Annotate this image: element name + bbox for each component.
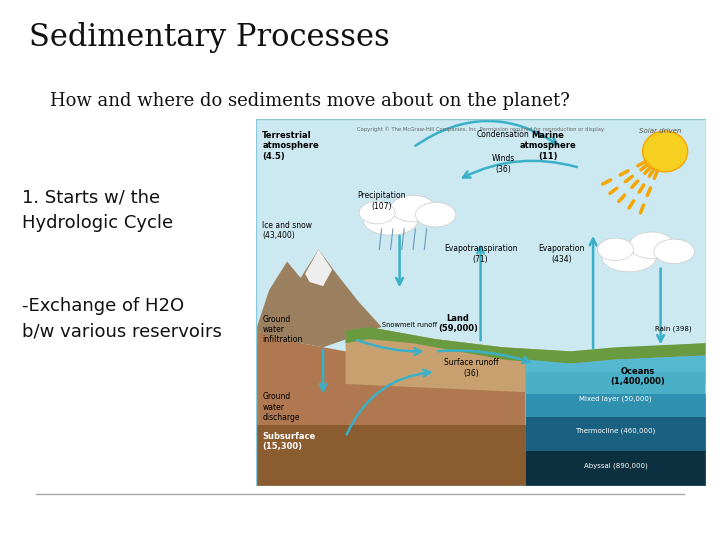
Polygon shape [526,355,706,372]
Text: Evaporation
(434): Evaporation (434) [539,244,585,264]
Polygon shape [346,327,706,392]
Text: Abyssal (890,000): Abyssal (890,000) [584,463,647,469]
Text: Ground
water
discharge: Ground water discharge [262,392,300,422]
Bar [526,417,706,451]
Text: Evapotranspiration
(71): Evapotranspiration (71) [444,244,518,264]
Text: Ground
water
infiltration: Ground water infiltration [262,315,302,345]
Bar [526,394,706,417]
Text: Winds
(36): Winds (36) [492,154,515,174]
Ellipse shape [364,206,418,235]
Text: Marine
atmosphere
(11): Marine atmosphere (11) [520,131,577,161]
Text: Oceans
(1,400,000): Oceans (1,400,000) [611,367,665,386]
Text: Rain (398): Rain (398) [655,326,692,333]
Bar [256,425,526,486]
Ellipse shape [391,195,436,222]
Text: How and where do sediments move about on the planet?: How and where do sediments move about on… [50,92,570,110]
Text: Solar driven: Solar driven [639,128,682,134]
Text: Thermocline (460,000): Thermocline (460,000) [575,428,656,435]
Ellipse shape [602,243,656,272]
Text: Land
(59,000): Land (59,000) [438,314,478,333]
Polygon shape [526,355,706,486]
Text: Condensation: Condensation [477,130,529,139]
Ellipse shape [629,232,674,259]
Ellipse shape [598,238,634,261]
Text: Copyright © The McGraw-Hill Companies, Inc. Permission required for reproduction: Copyright © The McGraw-Hill Companies, I… [356,126,605,132]
Text: Terrestrial
atmosphere
(4.5): Terrestrial atmosphere (4.5) [262,131,319,161]
Text: Subsurface
(15,300): Subsurface (15,300) [262,432,315,451]
Text: Snowmelt runoff: Snowmelt runoff [382,322,437,328]
Polygon shape [256,249,382,347]
Text: -Exchange of H2O
b/w various reservoirs: -Exchange of H2O b/w various reservoirs [22,297,222,340]
Text: Ice and snow
(43,400): Ice and snow (43,400) [262,221,312,240]
Ellipse shape [359,201,395,224]
Bar [256,119,706,355]
Ellipse shape [654,239,694,264]
Text: Mixed layer (50,000): Mixed layer (50,000) [580,395,652,402]
Ellipse shape [415,202,456,227]
Bar [526,451,706,486]
Ellipse shape [643,131,688,172]
Polygon shape [256,331,526,486]
Polygon shape [346,327,706,363]
Polygon shape [305,249,332,286]
Text: Precipitation
(107): Precipitation (107) [357,191,406,211]
Text: Surface runoff
(36): Surface runoff (36) [444,359,499,378]
Text: 1. Starts w/ the
Hydrologic Cycle: 1. Starts w/ the Hydrologic Cycle [22,189,173,232]
Text: Sedimentary Processes: Sedimentary Processes [29,22,390,52]
